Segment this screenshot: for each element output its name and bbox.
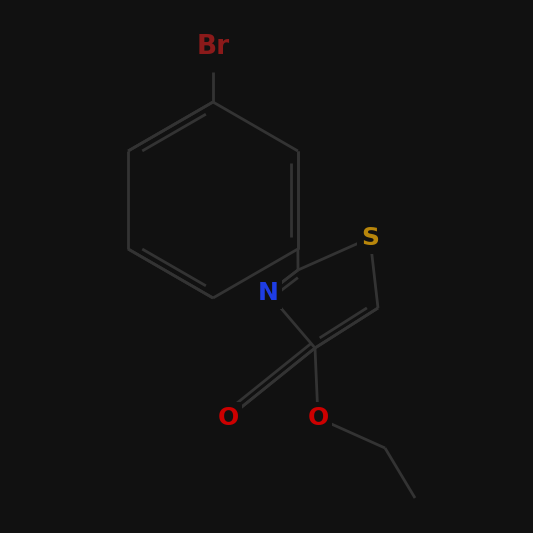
Text: O: O <box>217 406 239 430</box>
Text: Br: Br <box>197 34 230 60</box>
Text: O: O <box>308 406 329 430</box>
Text: N: N <box>257 281 278 305</box>
Text: S: S <box>361 226 379 250</box>
